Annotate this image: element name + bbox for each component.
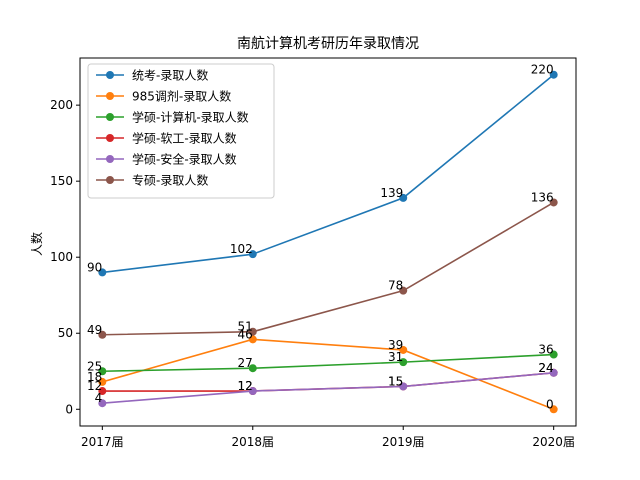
y-tick-label: 100 bbox=[50, 250, 73, 264]
series-5-labels: 4 12 15 24 bbox=[95, 361, 554, 405]
series-5 bbox=[98, 368, 558, 408]
series-line bbox=[102, 353, 554, 373]
data-label: 12 bbox=[237, 379, 252, 393]
data-label: 15 bbox=[388, 374, 403, 388]
data-point bbox=[399, 193, 408, 202]
data-point bbox=[399, 358, 408, 367]
data-point bbox=[549, 350, 558, 359]
series-3 bbox=[98, 350, 558, 376]
legend-label: 985调剂-录取人数 bbox=[132, 89, 231, 104]
data-point bbox=[399, 286, 408, 295]
data-point bbox=[248, 387, 257, 396]
data-point bbox=[98, 268, 107, 277]
series-1-labels: 90 102 139 220 bbox=[87, 63, 554, 275]
series-6 bbox=[98, 198, 558, 339]
legend-item: 985调剂-录取人数 bbox=[96, 89, 231, 104]
data-label: 15 bbox=[388, 374, 403, 388]
data-label: 78 bbox=[388, 279, 403, 293]
data-label: 49 bbox=[87, 323, 102, 337]
legend-item: 统考-录取人数 bbox=[96, 68, 208, 83]
data-label: 220 bbox=[531, 63, 554, 77]
data-label: 31 bbox=[388, 350, 403, 364]
data-point bbox=[549, 70, 558, 79]
data-label: 39 bbox=[388, 338, 403, 352]
legend-label: 学硕-计算机-录取人数 bbox=[132, 110, 249, 125]
y-tick-label: 150 bbox=[50, 174, 73, 188]
legend bbox=[87, 63, 275, 199]
data-label: 36 bbox=[538, 343, 553, 357]
legend-item: 学硕-计算机-录取人数 bbox=[96, 110, 249, 125]
series-1 bbox=[98, 70, 558, 277]
x-tick-label: 2020届 bbox=[532, 435, 575, 449]
data-label: 136 bbox=[531, 190, 554, 204]
legend-marker bbox=[106, 92, 114, 100]
data-label: 51 bbox=[237, 320, 252, 334]
data-label: 24 bbox=[538, 361, 553, 375]
data-label: 102 bbox=[230, 242, 253, 256]
chart-title: 南航计算机考研历年录取情况 bbox=[237, 36, 419, 52]
legend-label: 学硕-安全-录取人数 bbox=[132, 152, 237, 167]
plot-frame bbox=[79, 57, 577, 427]
data-label: 24 bbox=[538, 361, 553, 375]
series-line bbox=[102, 371, 554, 404]
legend-item: 专硕-录取人数 bbox=[96, 173, 208, 188]
x-tick-label: 2018届 bbox=[231, 435, 274, 449]
legend-label: 专硕-录取人数 bbox=[132, 173, 208, 188]
data-label: 12 bbox=[237, 379, 252, 393]
series-line bbox=[102, 201, 555, 336]
legend-marker bbox=[106, 176, 114, 184]
series-6-labels: 49 51 78 136 bbox=[87, 190, 554, 336]
legend-marker bbox=[106, 113, 114, 121]
y-axis-label: 人数 bbox=[29, 232, 44, 256]
data-point bbox=[248, 364, 257, 373]
legend-marker bbox=[106, 134, 114, 142]
data-label: 46 bbox=[237, 327, 252, 341]
data-point bbox=[248, 335, 257, 344]
series-line bbox=[102, 74, 555, 274]
data-point bbox=[98, 367, 107, 376]
data-point bbox=[248, 327, 257, 336]
y-tick-label: 0 bbox=[65, 402, 73, 416]
series-4-labels: 12 12 15 24 bbox=[87, 361, 554, 393]
data-label: 27 bbox=[237, 356, 252, 370]
data-point bbox=[98, 330, 107, 339]
data-point bbox=[98, 377, 107, 386]
data-point bbox=[98, 387, 107, 396]
legend-marker bbox=[106, 155, 114, 163]
y-tick-label: 200 bbox=[50, 98, 73, 112]
data-point bbox=[549, 405, 558, 414]
legend-label: 学硕-软工-录取人数 bbox=[132, 131, 237, 146]
data-point bbox=[248, 250, 257, 259]
data-point bbox=[549, 368, 558, 377]
data-label: 4 bbox=[95, 391, 103, 405]
data-label: 139 bbox=[380, 186, 403, 200]
legend-label: 统考-录取人数 bbox=[132, 68, 208, 83]
data-label: 18 bbox=[87, 370, 102, 384]
data-label: 0 bbox=[546, 397, 554, 411]
data-point bbox=[399, 382, 408, 391]
legend-item: 学硕-软工-录取人数 bbox=[96, 131, 237, 146]
series-3-labels: 25 27 31 36 bbox=[87, 343, 554, 374]
legend-marker bbox=[106, 71, 114, 79]
data-point bbox=[549, 198, 558, 207]
data-point bbox=[98, 399, 107, 408]
data-point bbox=[399, 345, 408, 354]
y-tick-label: 50 bbox=[58, 326, 73, 340]
data-label: 12 bbox=[87, 379, 102, 393]
data-label: 25 bbox=[87, 359, 102, 373]
data-label: 90 bbox=[87, 260, 102, 274]
legend-item: 学硕-安全-录取人数 bbox=[96, 152, 237, 167]
series-2-labels: 18 46 39 0 bbox=[87, 327, 554, 411]
x-tick-label: 2019届 bbox=[382, 435, 425, 449]
x-tick-label: 2017届 bbox=[81, 435, 124, 449]
